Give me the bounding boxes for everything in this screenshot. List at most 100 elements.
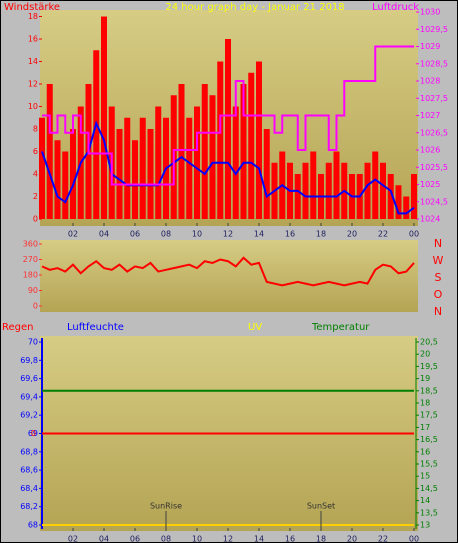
- y2-tick-label: 14,5: [420, 484, 438, 493]
- gust-bar: [256, 61, 262, 219]
- pressure-label: Luftdruck: [372, 2, 419, 13]
- gust-bar: [139, 117, 146, 219]
- series-line: [42, 45, 414, 186]
- y-tick-label: 18: [28, 12, 38, 21]
- wind-label: Windstärke: [4, 2, 60, 13]
- y2-tick-label: 17: [420, 423, 430, 432]
- x-tick-label: 20: [347, 535, 357, 543]
- y2-tick-label: 20: [420, 350, 430, 359]
- y-tick-label: 69,2: [20, 411, 38, 420]
- x-tick-label: 20: [347, 230, 357, 239]
- gust-bar: [225, 39, 231, 219]
- x-tick-label: 04: [99, 535, 109, 543]
- gust-bar: [240, 84, 247, 219]
- annotation: SunSet: [307, 502, 335, 511]
- y2-tick-label: 14: [420, 496, 430, 505]
- gust-bar: [217, 61, 224, 219]
- y2-tick-label: 15: [420, 472, 430, 481]
- x-tick-label: 02: [68, 535, 78, 543]
- y-tick-label: 69,8: [20, 356, 38, 365]
- gust-bar: [232, 106, 239, 219]
- y-tick-label: 0: [33, 302, 38, 311]
- y-tick-label: 14: [28, 57, 38, 66]
- y2-tick-label: 18: [420, 399, 430, 408]
- y2-tick-label: 19,5: [420, 362, 438, 371]
- gust-bar: [395, 185, 402, 219]
- gust-bar: [387, 174, 394, 219]
- y-tick-label: 69,6: [20, 374, 38, 383]
- x-tick-label: 18: [316, 230, 326, 239]
- y2-tick-label: 19: [420, 374, 430, 383]
- gust-bar: [132, 140, 138, 219]
- gust-bar: [46, 84, 53, 219]
- x-tick-label: 16: [285, 230, 295, 239]
- gust-bar: [62, 151, 69, 219]
- gust-bar: [186, 117, 193, 219]
- y2-tick-label: 1028,5: [420, 59, 448, 68]
- y-tick-label: 4: [33, 170, 38, 179]
- x-tick-label: 06: [130, 535, 140, 543]
- y-tick-label: 16: [28, 35, 38, 44]
- y2-tick-label: 1030: [420, 8, 440, 17]
- y2-tick-label: 1028: [420, 77, 440, 86]
- x-tick-label: 16: [285, 535, 295, 543]
- x-tick-label: 10: [192, 535, 202, 543]
- legend-label: Temperatur: [311, 322, 370, 333]
- y-tick-label: 8: [33, 125, 38, 134]
- gust-bar: [101, 16, 107, 219]
- legend-label: UV: [248, 322, 262, 333]
- gust-bar: [333, 151, 340, 219]
- x-tick-label: 18: [316, 535, 326, 543]
- gust-bar: [178, 84, 185, 219]
- gust-bar: [39, 117, 45, 219]
- x-tick-label: 12: [223, 230, 233, 239]
- y2-tick-label: 1025: [420, 180, 440, 189]
- y2-tick-label: 1029,5: [420, 25, 448, 34]
- y2-tick-label: 1029: [420, 42, 440, 51]
- y2-tick-label: 13,5: [420, 508, 438, 517]
- gust-bar: [380, 162, 386, 219]
- y2-tick-label: 1026,5: [420, 128, 448, 137]
- y2-tick-label: 20,5: [420, 338, 438, 347]
- gust-bar: [209, 95, 216, 219]
- y2-tick-label: 15,5: [420, 460, 438, 469]
- compass-label: O: [434, 288, 443, 301]
- x-tick-label: 12: [223, 535, 233, 543]
- y-tick-label: 70: [28, 338, 38, 347]
- series-line: [41, 256, 415, 287]
- y2-tick-label: 16,5: [420, 435, 438, 444]
- y-tick-label: 180: [23, 271, 38, 280]
- y-tick-label: 69,4: [20, 392, 38, 401]
- y-tick-label: 68,2: [20, 502, 38, 511]
- y2-tick-label: 13: [420, 521, 430, 530]
- x-tick-label: 00: [409, 230, 419, 239]
- x-tick-label: 04: [99, 230, 109, 239]
- y2-tick-label: 1024,5: [420, 197, 448, 206]
- y-tick-label: 12: [28, 80, 38, 89]
- y-tick-label: 90: [28, 286, 38, 295]
- y-tick-label: 10: [28, 102, 38, 111]
- y-tick-label: 0: [33, 215, 38, 224]
- y2-tick-label: 1025,5: [420, 163, 448, 172]
- y2-tick-label: 18,5: [420, 386, 438, 395]
- y2-tick-label: 1027,5: [420, 94, 448, 103]
- x-tick-label: 22: [378, 535, 388, 543]
- gust-bar: [403, 196, 410, 219]
- gust-bar: [263, 129, 270, 219]
- y-tick-label: 2: [33, 192, 38, 201]
- x-tick-label: 08: [161, 535, 171, 543]
- gust-bar: [372, 151, 379, 219]
- y2-tick-label: 1026: [420, 146, 440, 155]
- gust-bar: [411, 174, 417, 219]
- y2-tick-label: 16: [420, 447, 430, 456]
- gust-bar: [116, 129, 123, 219]
- x-tick-label: 14: [254, 230, 264, 239]
- x-tick-label: 10: [192, 230, 202, 239]
- gust-bar: [302, 162, 309, 219]
- gust-bar: [54, 140, 61, 219]
- gust-bar: [248, 72, 255, 219]
- x-tick-label: 00: [409, 535, 419, 543]
- legend-label: Regen: [2, 322, 34, 333]
